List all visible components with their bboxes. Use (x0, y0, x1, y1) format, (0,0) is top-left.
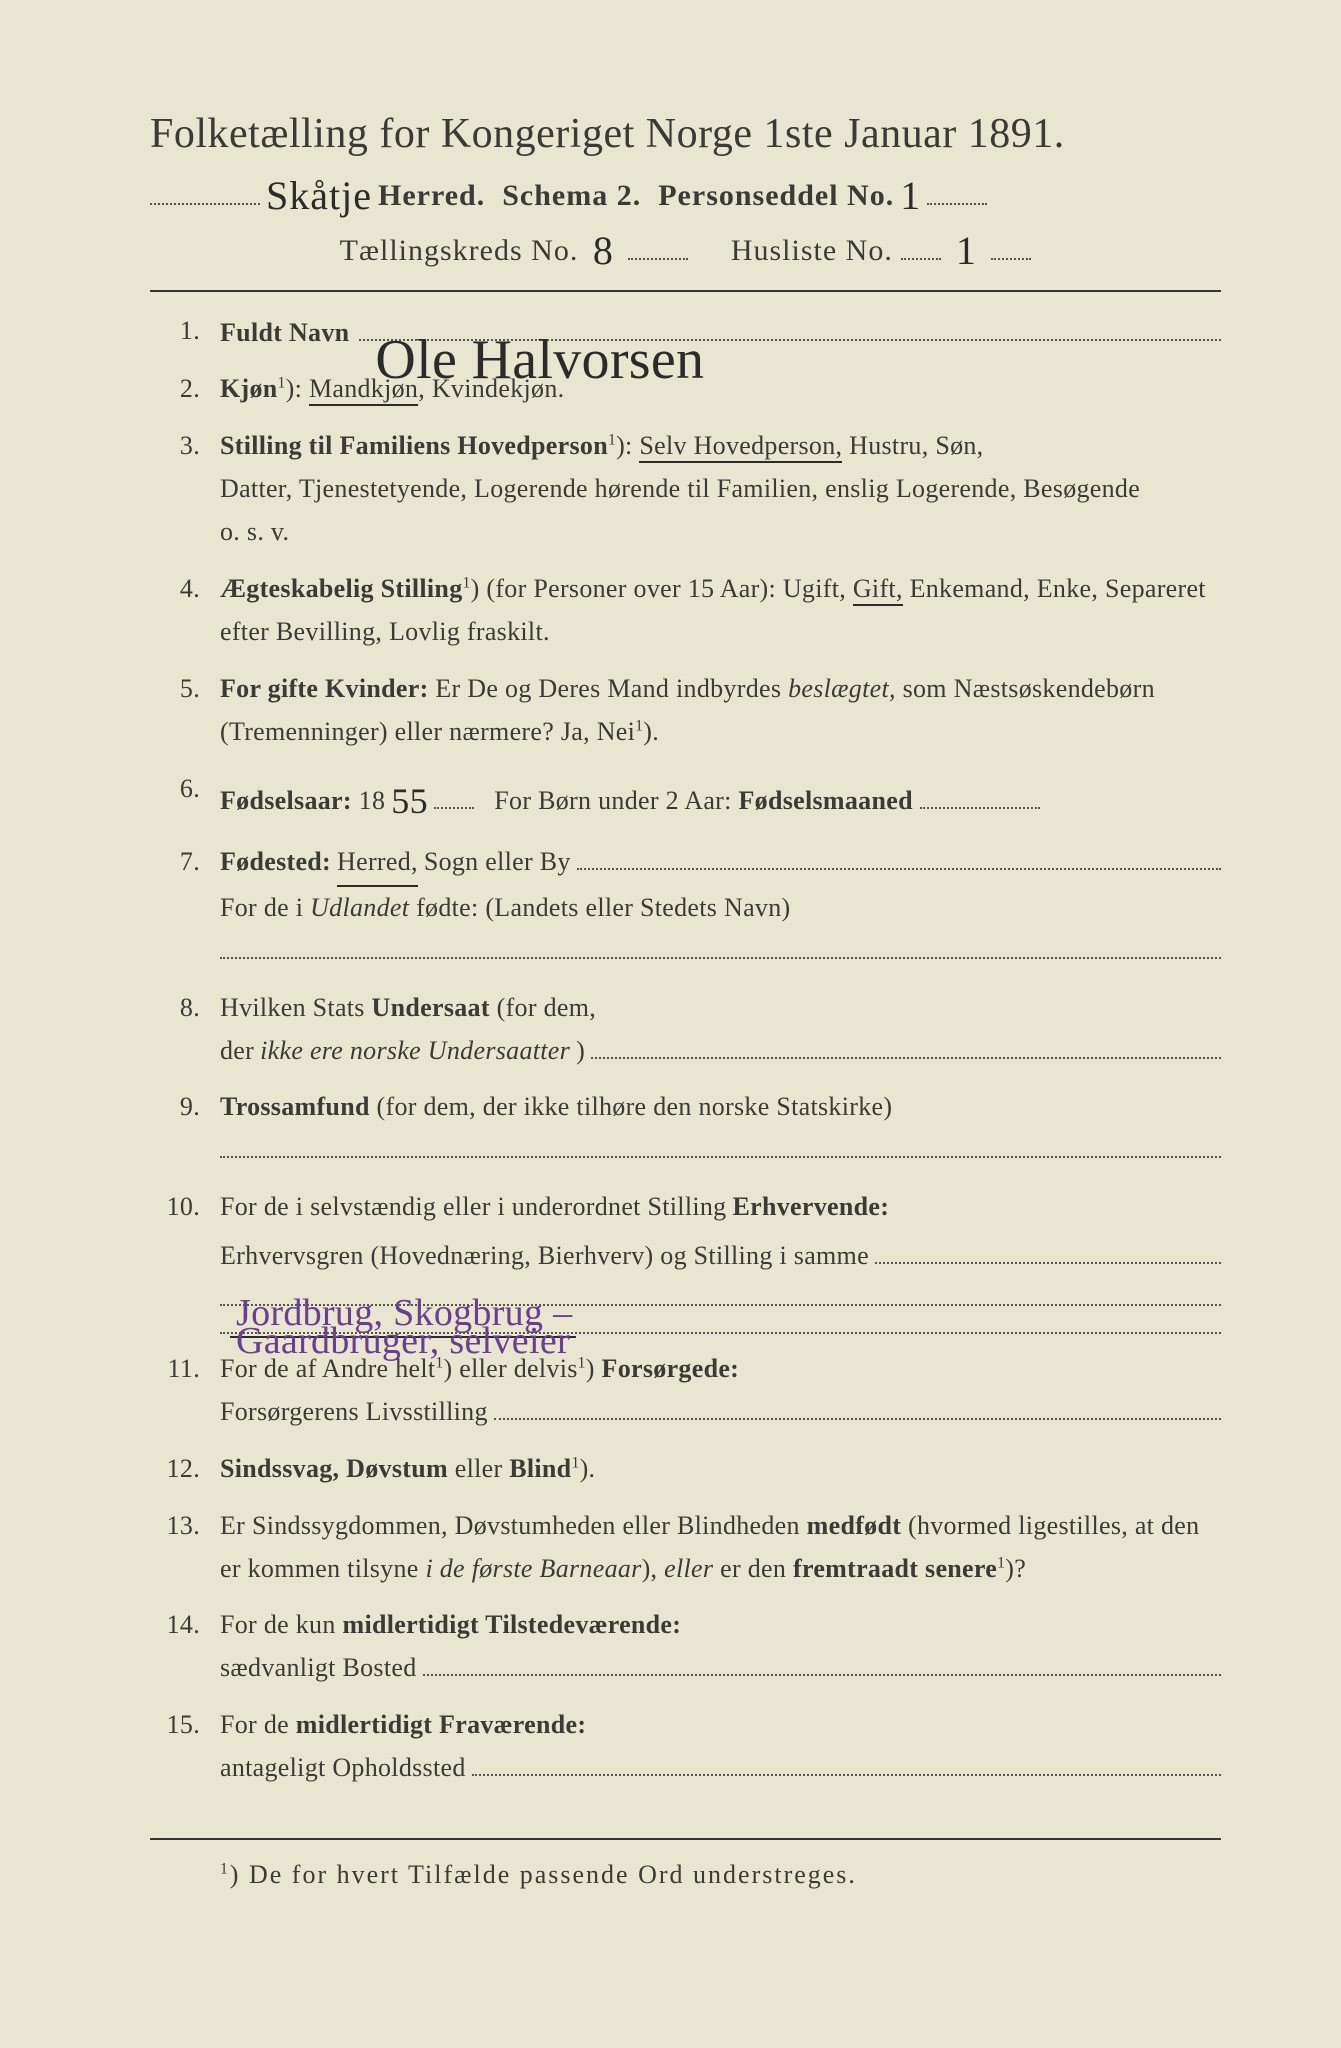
f13-t3: ), (642, 1554, 658, 1583)
f15-l2: antageligt Opholdssted (220, 1747, 466, 1790)
field-13-congenital: Er Sindssygdommen, Døvstumheden eller Bl… (150, 1505, 1221, 1591)
field-1-name: Fuldt Navn Ole Halvorsen (150, 310, 1221, 354)
f4-label: Ægteskabelig Stilling (220, 574, 463, 603)
f8-t3: der (220, 1030, 254, 1073)
f11-bold: Forsørgede: (602, 1354, 740, 1383)
f4-pre: Ugift, (783, 574, 846, 603)
f3-label: Stilling til Familiens Hovedperson (220, 431, 608, 460)
f5-label: For gifte Kvinder: (220, 674, 429, 703)
f12-text: eller (455, 1454, 503, 1483)
kreds-label: Tællingskreds No. (340, 234, 579, 267)
kreds-line: Tællingskreds No. 8 Husliste No. 1 (150, 223, 1221, 270)
f13-t4: er den (720, 1554, 786, 1583)
field-2-sex: Kjøn1): Mandkjøn, Kvindekjøn. (150, 368, 1221, 411)
header-rule (150, 290, 1221, 292)
f5-t1: Er De og Deres Mand indbyrdes (435, 674, 781, 703)
f4-selected: Gift, (853, 574, 903, 606)
field-9-religion: Trossamfund (for dem, der ikke tilhøre d… (150, 1086, 1221, 1172)
footer-rule (150, 1838, 1221, 1840)
f5-em: beslægtet, (788, 674, 896, 703)
f13-em2: eller (664, 1554, 713, 1583)
field-6-birthyear: Fødselsaar: 1855 For Børn under 2 Aar: F… (150, 768, 1221, 827)
footnote-text: De for hvert Tilfælde passende Ord under… (249, 1860, 857, 1889)
form-header: Folketælling for Kongeriget Norge 1ste J… (150, 110, 1221, 270)
f11-l2: Forsørgerens Livsstilling (220, 1391, 488, 1434)
f2-label: Kjøn (220, 374, 278, 403)
f3-rest1: Hustru, Søn, (849, 431, 983, 460)
f9-text: (for dem, der ikke tilhøre den norske St… (377, 1092, 893, 1121)
f9-blank (220, 1130, 1221, 1158)
f8-em: ikke ere norske Undersaatter (260, 1030, 570, 1073)
f3-rest3: o. s. v. (220, 517, 289, 546)
husliste-label: Husliste No. (731, 234, 893, 267)
field-4-marital: Ægteskabelig Stilling1) (for Personer ov… (150, 568, 1221, 654)
f12-bold2: Blind (509, 1454, 571, 1483)
f13-bold: medfødt (807, 1511, 902, 1540)
f7-l2a: For de i (220, 893, 303, 922)
f6-year: 55 (385, 781, 434, 821)
f11-t2: eller delvis (459, 1354, 577, 1383)
f14-l2: sædvanligt Bosted (220, 1647, 417, 1690)
f9-bold: Trossamfund (220, 1092, 370, 1121)
f6-prefix: 18 (359, 786, 386, 815)
f14-bold: midlertidigt Tilstedeværende: (342, 1610, 681, 1639)
f7-label: Fødested: (220, 841, 331, 884)
field-14-temp-present: For de kun midlertidigt Tilstedeværende:… (150, 1604, 1221, 1690)
f7-selected: Herred, (337, 841, 418, 887)
kreds-no: 8 (587, 228, 620, 273)
f10-t2: Erhvervsgren (Hovednæring, Bierhverv) og… (220, 1235, 869, 1278)
f14-t1: For de kun (220, 1610, 336, 1639)
f7-l2b: fødte: (Landets eller Stedets Navn) (416, 893, 790, 922)
schema-label: Schema 2. (502, 179, 641, 213)
field-12-disability: Sindssvag, Døvstum eller Blind1). (150, 1448, 1221, 1491)
f3-rest2: Datter, Tjenestetyende, Logerende hørend… (220, 474, 1140, 503)
field-15-temp-absent: For de midlertidigt Fraværende: antageli… (150, 1704, 1221, 1790)
f10-bold: Erhvervende: (732, 1186, 889, 1229)
f1-label: Fuldt Navn (220, 312, 349, 355)
census-form-page: Folketælling for Kongeriget Norge 1ste J… (0, 0, 1341, 2048)
personseddel-label: Personseddel No. (658, 179, 894, 213)
f7-blank (220, 931, 1221, 959)
field-5-consanguinity: For gifte Kvinder: Er De og Deres Mand i… (150, 668, 1221, 754)
field-list: Fuldt Navn Ole Halvorsen Kjøn1): Mandkjø… (150, 310, 1221, 1790)
field-10-occupation: For de i selvstændig eller i underordnet… (150, 1186, 1221, 1334)
f10-hw2: Gaardbruger, selveier (230, 1310, 576, 1338)
form-title: Folketælling for Kongeriget Norge 1ste J… (150, 110, 1221, 158)
f4-paren: (for Personer over 15 Aar): (486, 574, 776, 603)
f2-selected: Mandkjøn (309, 374, 418, 406)
f8-t2: (for dem, (497, 993, 596, 1022)
f8-bold: Undersaat (372, 993, 490, 1022)
field-3-relation: Stilling til Familiens Hovedperson1): Se… (150, 425, 1221, 554)
f11-t1: For de af Andre helt (220, 1354, 435, 1383)
personseddel-no: 1 (894, 172, 927, 219)
f8-t1: Hvilken Stats (220, 993, 365, 1022)
f6-label: Fødselsaar: (220, 786, 352, 815)
husliste-no: 1 (950, 228, 983, 273)
f13-em: i de første Barneaar (425, 1554, 641, 1583)
f12-bold: Sindssvag, Døvstum (220, 1454, 448, 1483)
f3-selected: Selv Hovedperson, (639, 431, 842, 463)
footnote: 1) De for hvert Tilfælde passende Ord un… (220, 1860, 1221, 1890)
f6-born-label: For Børn under 2 Aar: (494, 786, 731, 815)
field-8-citizenship: Hvilken Stats Undersaat (for dem, der ik… (150, 987, 1221, 1073)
f7-l2em: Udlandet (310, 893, 409, 922)
f15-bold: midlertidigt Fraværende: (296, 1710, 587, 1739)
f1-value: Ole Halvorsen (369, 314, 710, 347)
field-7-birthplace: Fødested: Herred, Sogn eller By For de i… (150, 841, 1221, 973)
f6-born-em: Fødselsmaaned (738, 786, 912, 815)
field-11-dependent: For de af Andre helt1) eller delvis1) Fo… (150, 1348, 1221, 1434)
f13-t1: Er Sindssygdommen, Døvstumheden eller Bl… (220, 1511, 800, 1540)
herred-handwritten: Skåtje (260, 172, 378, 219)
f13-bold2: fremtraadt senere (793, 1554, 997, 1583)
f10-t1: For de i selvstændig eller i underordnet… (220, 1186, 726, 1229)
herred-label: Herred. (378, 179, 485, 213)
f7-rest: Sogn eller By (424, 841, 571, 884)
f2-opt-b: Kvindekjøn. (432, 374, 565, 403)
herred-line: Skåtje Herred. Schema 2. Personseddel No… (150, 168, 1221, 215)
f15-t1: For de (220, 1710, 289, 1739)
